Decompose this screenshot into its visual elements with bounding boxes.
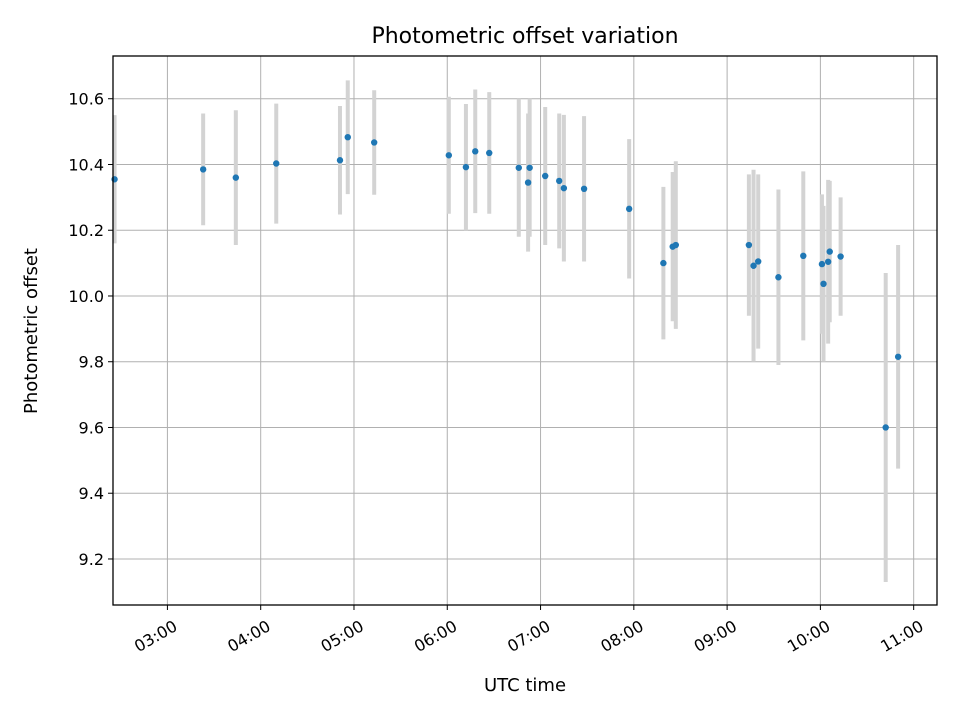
data-point [336, 157, 344, 164]
data-point [750, 262, 757, 269]
y-tick-label: 10.6 [68, 90, 104, 109]
data-point [800, 252, 807, 260]
error-bars [112, 80, 901, 582]
data-point [111, 176, 118, 183]
x-tick-label: 08:00 [597, 616, 646, 656]
data-point [542, 172, 549, 180]
data-point [526, 164, 533, 171]
data-point [882, 424, 889, 431]
x-axis-label: UTC time [484, 675, 566, 696]
y-tick-label: 9.6 [79, 418, 104, 437]
data-point [232, 174, 240, 181]
data-point [755, 258, 762, 265]
data-point [344, 133, 351, 141]
data-point [625, 205, 633, 213]
y-tick-label: 10.2 [68, 221, 104, 240]
data-point [745, 241, 753, 249]
y-tick-label: 9.4 [79, 484, 104, 503]
data-point [660, 259, 667, 267]
x-tick-label: 03:00 [131, 616, 180, 656]
y-tick-label: 9.2 [79, 550, 104, 569]
data-point [775, 274, 782, 281]
data-point [199, 166, 207, 173]
data-point [894, 353, 902, 360]
data-point [524, 179, 532, 186]
x-tick-label: 09:00 [691, 616, 740, 656]
data-point [472, 148, 479, 155]
data-point [515, 164, 522, 171]
x-ticks: 03:00 04:00 05:00 06:00 07:00 08:00 09:00 10:00… [131, 605, 927, 656]
data-point [672, 241, 680, 249]
plot-frame [112, 55, 938, 606]
y-tick-label: 9.8 [79, 353, 104, 372]
y-ticks: 9.2 9.4 9.6 9.8 10.0 10.2 10.4 10.6 [68, 90, 113, 569]
grid-lines [113, 56, 937, 605]
data-point [820, 280, 827, 288]
x-tick-label: 10:00 [784, 616, 833, 656]
y-axis-label: Photometric offset [21, 248, 42, 414]
data-point [837, 253, 844, 260]
data-point [445, 152, 453, 159]
x-tick-label: 11:00 [877, 616, 926, 656]
data-point [486, 149, 493, 157]
data-point [580, 185, 588, 193]
data-point [824, 258, 832, 265]
chart-title: Photometric offset variation [371, 24, 678, 49]
y-tick-label: 10.4 [68, 155, 104, 174]
x-tick-label: 07:00 [504, 616, 553, 656]
data-point [818, 260, 826, 268]
data-points [111, 133, 902, 431]
y-tick-label: 10.0 [68, 287, 104, 306]
x-tick-label: 06:00 [411, 616, 460, 656]
data-point [462, 163, 470, 171]
x-tick-label: 04:00 [224, 616, 273, 656]
data-point [273, 160, 280, 167]
data-point [560, 184, 568, 192]
x-tick-label: 05:00 [318, 616, 367, 656]
data-point [556, 177, 563, 185]
data-point [826, 248, 833, 255]
data-point [370, 139, 378, 146]
